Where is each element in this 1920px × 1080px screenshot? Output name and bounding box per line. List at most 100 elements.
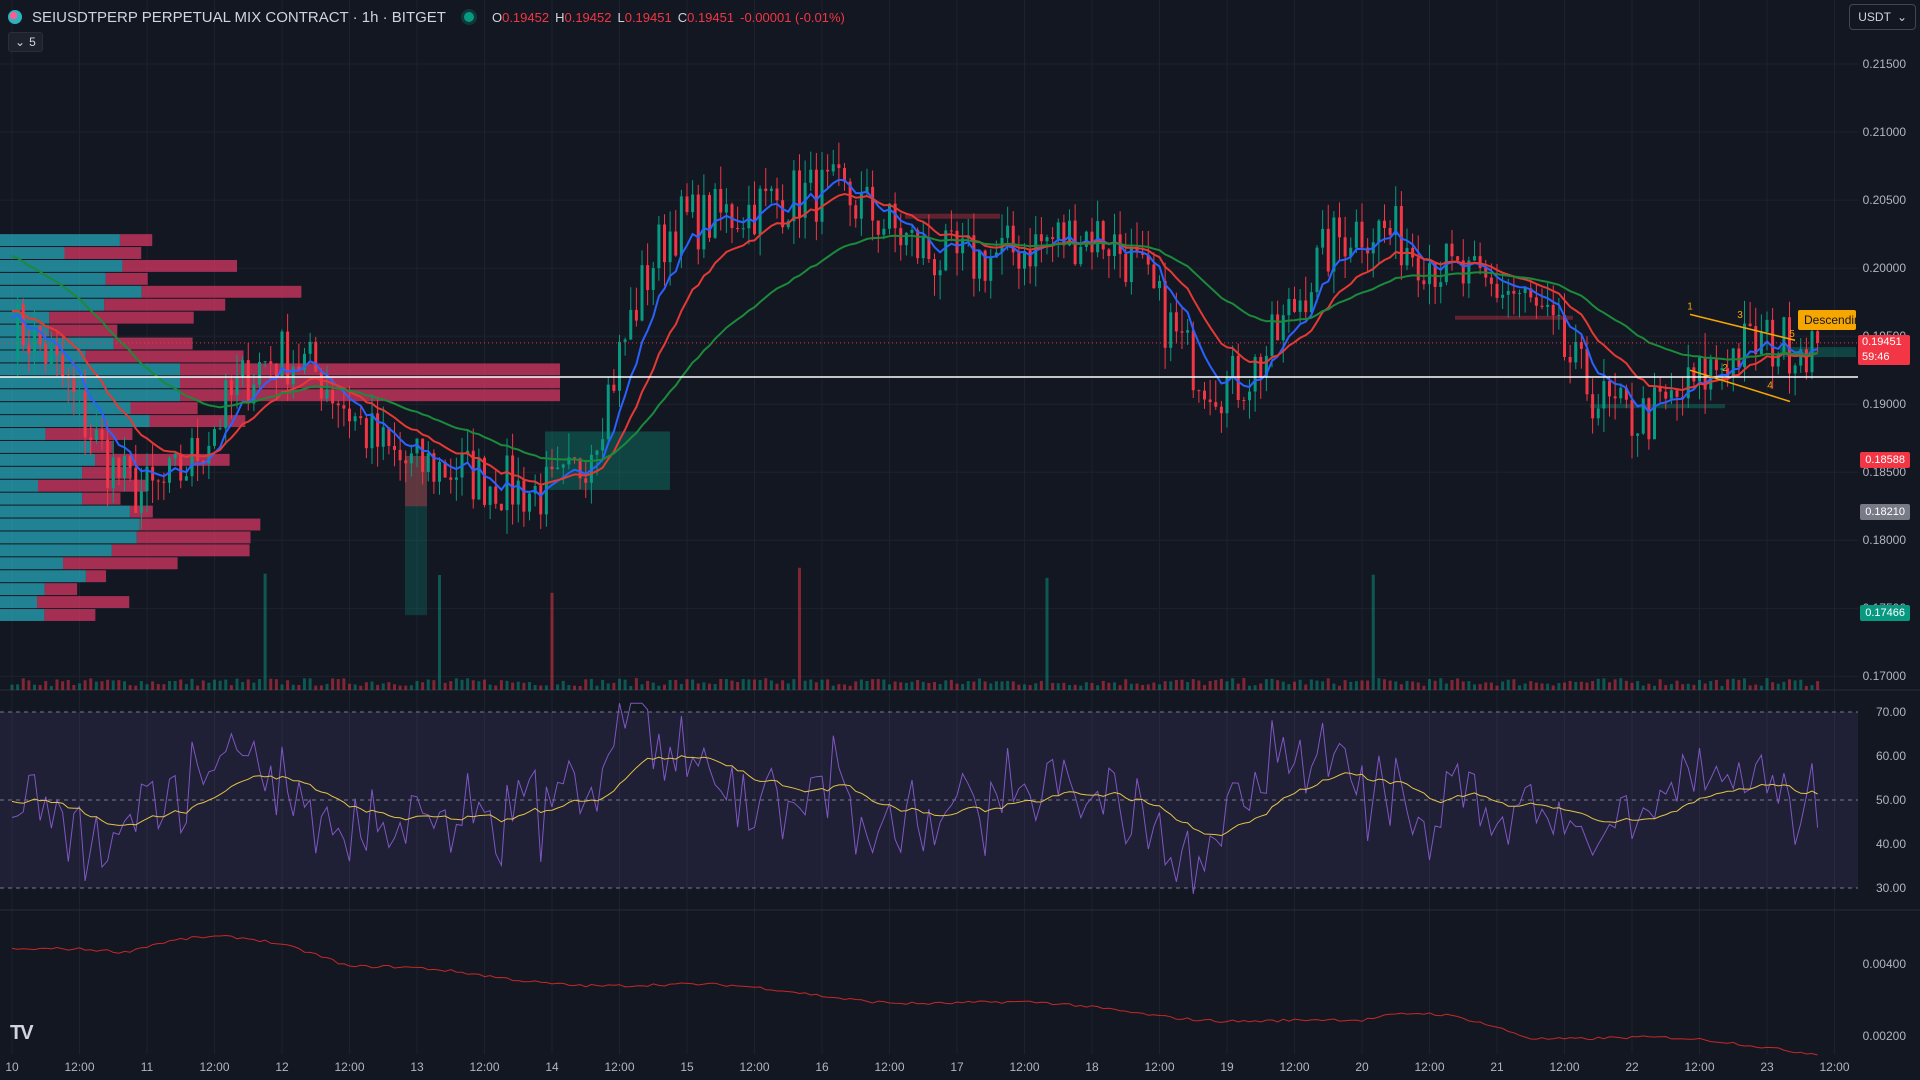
candle-body xyxy=(944,230,948,271)
profile-bar-down xyxy=(105,272,148,285)
volume-bar xyxy=(556,684,560,690)
volume-bar xyxy=(196,685,200,690)
volume-bar xyxy=(798,567,801,690)
candle-body xyxy=(938,270,942,276)
candle-body xyxy=(1051,237,1055,240)
volume-bar xyxy=(1602,678,1606,690)
candlesticks[interactable] xyxy=(16,142,1820,534)
volume-bar xyxy=(567,684,571,690)
volume-bar xyxy=(1174,679,1178,690)
volume-bar xyxy=(1084,682,1088,690)
volume-bar xyxy=(1399,684,1403,690)
volume-bar xyxy=(319,685,323,690)
candle-body xyxy=(1540,305,1544,307)
time-tick: 14 xyxy=(545,1060,559,1074)
profile-bar-up xyxy=(0,557,64,570)
volume-bar xyxy=(1287,684,1291,690)
candle-body xyxy=(781,200,785,228)
volume-bar xyxy=(539,685,543,690)
candle-body xyxy=(364,418,368,449)
volume-bar xyxy=(916,679,920,690)
profile-bar-down xyxy=(63,557,178,570)
chart-grid xyxy=(0,0,1920,1054)
volume-bar xyxy=(623,679,627,690)
candle-body xyxy=(561,464,565,468)
volume-bar xyxy=(409,685,413,690)
candle-body xyxy=(904,232,908,246)
volume-bar xyxy=(1090,682,1094,690)
candle-body xyxy=(49,345,53,364)
volume-bar xyxy=(1523,683,1527,690)
candle-body xyxy=(1276,314,1280,341)
volume-bar xyxy=(1793,680,1797,690)
volume-bar xyxy=(1248,685,1251,690)
candle-body xyxy=(218,428,222,430)
volume-bar xyxy=(179,679,183,690)
demand-zone xyxy=(1590,404,1725,409)
candle-body xyxy=(432,453,436,482)
indicators-toggle-button[interactable]: ⌄ 5 xyxy=(8,32,43,52)
time-tick: 12 xyxy=(275,1060,289,1074)
volume-bar xyxy=(674,679,678,690)
time-tick: 12:00 xyxy=(1009,1060,1040,1074)
volume-bar xyxy=(184,684,188,690)
candle-body xyxy=(16,304,20,360)
volume-bar xyxy=(241,681,245,690)
volume-bar xyxy=(921,681,925,690)
price-tick: 0.20500 xyxy=(1862,193,1906,208)
volume-bar xyxy=(1681,684,1685,690)
volume-bar xyxy=(837,684,841,690)
volume-bar xyxy=(1692,684,1696,690)
volume-bar xyxy=(156,683,160,690)
profile-bar-down xyxy=(180,376,560,389)
volume-bar xyxy=(1664,685,1668,690)
candle-body xyxy=(618,341,621,391)
volume-bar xyxy=(589,679,593,690)
candle-body xyxy=(1714,359,1718,371)
volume-bar xyxy=(139,681,143,690)
candle-body xyxy=(573,457,576,459)
candle-body xyxy=(483,457,486,505)
candle-body xyxy=(1203,390,1206,400)
candle-body xyxy=(1619,387,1623,399)
candle-body xyxy=(730,204,734,229)
pattern-point-label: 2 xyxy=(1722,363,1728,374)
volume-bar xyxy=(741,679,745,690)
candle-body xyxy=(100,429,104,440)
volume-bar xyxy=(207,682,211,690)
volume-bar xyxy=(1624,680,1628,690)
symbol-title[interactable]: SEIUSDTPERP PERPETUAL MIX CONTRACT · 1h … xyxy=(32,8,446,26)
horizontal-line[interactable] xyxy=(0,342,1858,378)
candle-body xyxy=(1360,221,1364,248)
candle-body xyxy=(1298,300,1302,312)
profile-bar-up xyxy=(0,247,65,259)
candle-body xyxy=(1608,381,1611,397)
volume-bars xyxy=(10,567,1820,690)
volume-bar xyxy=(151,681,155,690)
chevron-down-icon: ⌄ xyxy=(1896,10,1907,24)
candle-body xyxy=(38,326,42,345)
candle-body xyxy=(1782,317,1786,355)
candle-body xyxy=(955,230,959,254)
candle-body xyxy=(314,341,318,372)
volume-bar xyxy=(1152,682,1156,690)
time-tick: 12:00 xyxy=(1684,1060,1715,1074)
volume-bar xyxy=(55,679,59,690)
candle-body xyxy=(1011,225,1015,253)
descending-pattern[interactable]: 1 2 3 4 5 xyxy=(1687,302,1795,403)
candle-body xyxy=(933,259,936,276)
pattern-point-label: 1 xyxy=(1687,302,1693,313)
currency-select[interactable]: USDT ⌄ xyxy=(1849,4,1916,30)
volume-bar xyxy=(263,573,267,690)
time-tick: 12:00 xyxy=(1819,1060,1850,1074)
volume-bar xyxy=(1647,683,1651,690)
time-axis[interactable]: 10 12:00 11 12:00 12 12:00 13 12:00 14 12:00 15 12:… xyxy=(0,1054,1858,1080)
pattern-label[interactable]: Descending xyxy=(1798,310,1856,330)
candle-body xyxy=(471,450,475,500)
candle-body xyxy=(494,486,498,504)
profile-bar-down xyxy=(95,453,230,466)
candle-body xyxy=(741,228,745,230)
price-axis[interactable]: 0.215000.210000.205000.200000.195000.190… xyxy=(1858,0,1920,1080)
market-status-icon xyxy=(463,12,474,22)
